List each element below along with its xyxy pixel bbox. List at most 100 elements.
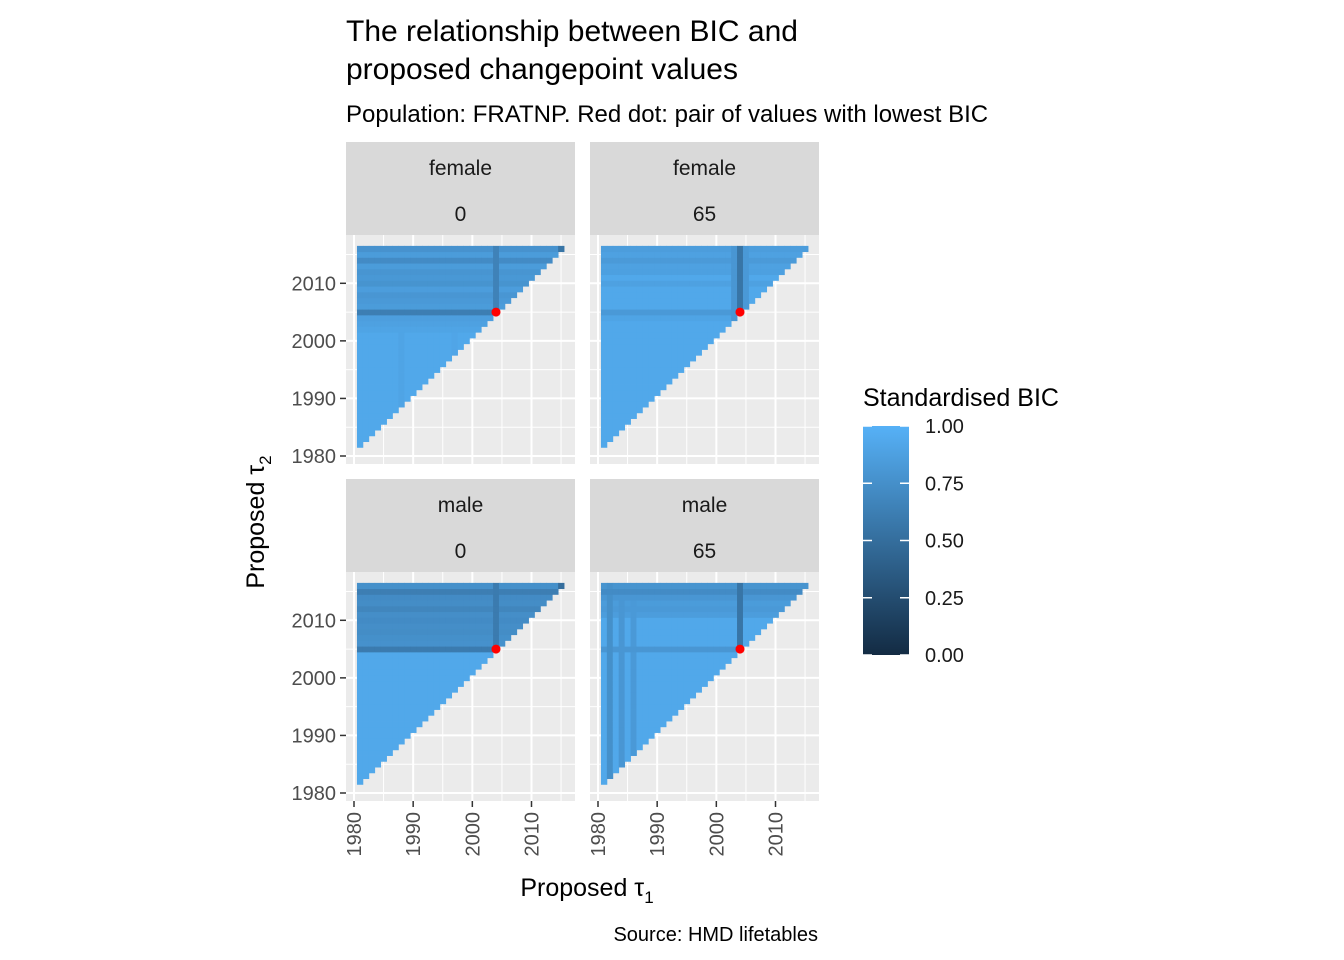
heatmap-tile [386, 251, 393, 258]
heatmap-tile [683, 605, 691, 613]
heatmap-tile [386, 582, 393, 590]
heatmap-tile [760, 286, 768, 293]
heatmap-tile [422, 251, 429, 258]
heatmap-tile [516, 280, 524, 287]
heatmap-tile [504, 257, 512, 264]
heatmap-tile [368, 732, 376, 739]
heatmap-tile [600, 309, 608, 316]
heatmap-tile [374, 680, 382, 687]
heatmap-tile [600, 286, 608, 293]
heatmap-tile [451, 611, 458, 618]
heatmap-tile [660, 384, 667, 391]
heatmap-tile [410, 389, 417, 396]
heatmap-tile [380, 582, 387, 590]
heatmap-tile [606, 588, 614, 595]
heatmap-tile [612, 407, 620, 414]
heatmap-tile [487, 303, 494, 310]
heatmap-tile [356, 749, 364, 756]
heatmap-tile [636, 291, 643, 299]
y-axis-title-subscript: 2 [256, 455, 275, 464]
heatmap-tile [481, 623, 488, 630]
heatmap-tile [671, 703, 679, 710]
heatmap-tile [528, 611, 535, 618]
heatmap-tile [642, 274, 649, 281]
heatmap-tile [374, 268, 382, 276]
heatmap-tile [748, 257, 756, 264]
heatmap-tile [386, 291, 393, 299]
heatmap-tile [410, 378, 417, 385]
heatmap-tile [386, 343, 393, 350]
heatmap-tile [766, 280, 773, 287]
heatmap-tile [618, 703, 626, 710]
heatmap-tile [475, 582, 482, 590]
heatmap-tile [630, 588, 637, 595]
x-tick-label: 1990 [647, 812, 669, 857]
heatmap-tile [677, 314, 685, 322]
heatmap-tile [612, 280, 620, 287]
heatmap-tile [362, 332, 370, 339]
heatmap-tile [713, 274, 720, 281]
heatmap-tile [737, 605, 744, 613]
heatmap-tile [766, 263, 773, 270]
heatmap-tile [487, 263, 494, 270]
facet-strip-age: 65 [693, 203, 716, 226]
heatmap-tile [648, 709, 655, 716]
heatmap-tile [624, 291, 631, 299]
heatmap-tile [475, 594, 482, 601]
heatmap-tile [642, 698, 649, 705]
heatmap-tile [648, 274, 655, 281]
heatmap-tile [422, 680, 429, 687]
heatmap-tile [742, 303, 750, 310]
heatmap-tile [612, 314, 620, 322]
heatmap-tile [504, 623, 512, 630]
heatmap-tile [748, 628, 756, 636]
heatmap-tile [677, 355, 685, 362]
heatmap-tile [493, 623, 500, 630]
heatmap-tile [636, 738, 643, 745]
heatmap-tile [362, 343, 370, 350]
heatmap-tile [427, 314, 435, 322]
heatmap-tile [630, 268, 637, 276]
heatmap-tile [380, 623, 387, 630]
heatmap-tile [427, 274, 435, 281]
heatmap-tile [612, 755, 620, 762]
heatmap-tile [612, 372, 620, 379]
heatmap-tile [618, 332, 626, 339]
heatmap-tile [374, 623, 382, 630]
heatmap-tile [642, 389, 649, 396]
heatmap-tile [719, 617, 726, 624]
heatmap-tile [612, 251, 620, 258]
heatmap-tile [380, 418, 387, 425]
heatmap-tile [683, 663, 691, 670]
heatmap-tile [445, 582, 453, 590]
heatmap-tile [689, 634, 697, 641]
min-bic-point [735, 307, 745, 317]
heatmap-tile [398, 291, 405, 299]
heatmap-tile [481, 617, 488, 624]
heatmap-tile [374, 617, 382, 624]
heatmap-tile [504, 634, 512, 641]
heatmap-tile [725, 314, 732, 322]
heatmap-tile [654, 280, 661, 287]
heatmap-tile [671, 686, 679, 693]
heatmap-tile [368, 663, 376, 670]
heatmap-tile [642, 732, 649, 739]
heatmap-tile [689, 628, 697, 636]
heatmap-tile [612, 651, 620, 659]
heatmap-tile [451, 674, 458, 682]
heatmap-tile [374, 372, 382, 379]
heatmap-tile [422, 291, 429, 299]
heatmap-tile [654, 355, 661, 362]
heatmap-tile [392, 303, 399, 310]
heatmap-tile [654, 286, 661, 293]
heatmap-tile [427, 646, 435, 653]
heatmap-tile [510, 286, 518, 293]
heatmap-tile [469, 617, 476, 624]
heatmap-tile [368, 640, 376, 647]
heatmap-tile [433, 303, 441, 310]
heatmap-tile [433, 588, 441, 595]
heatmap-tile [433, 674, 441, 682]
heatmap-tile [630, 257, 637, 264]
